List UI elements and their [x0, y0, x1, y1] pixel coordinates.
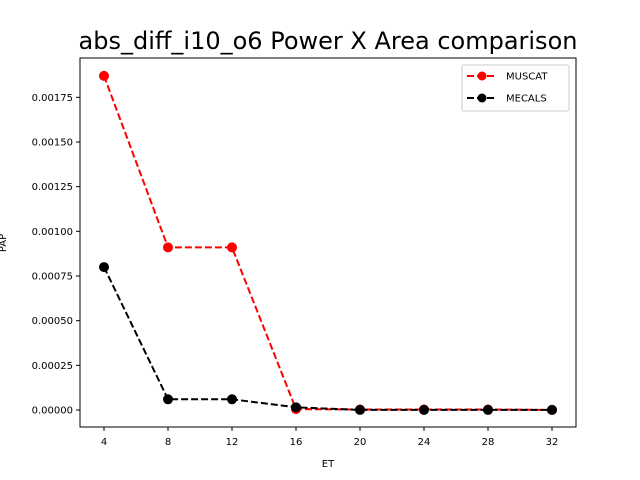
- y-tick-label: 0.00050: [32, 316, 73, 327]
- series-line-muscat: [103, 75, 553, 411]
- data-point-muscat: [163, 242, 173, 253]
- y-tick-label: 0.00175: [32, 93, 73, 104]
- y-axis: 0.00000 0.00025 0.00050 0.00075 0.00100 0.001…: [32, 93, 80, 417]
- y-tick-label: 0.00125: [32, 182, 73, 193]
- x-tick-label: 12: [226, 437, 239, 448]
- series-layer: [99, 70, 557, 415]
- x-tick-label: 32: [546, 437, 559, 448]
- y-tick-label: 0.00000: [32, 406, 73, 417]
- y-tick-label: 0.00075: [32, 272, 73, 283]
- x-tick-label: 24: [418, 437, 431, 448]
- data-point-mecals: [483, 404, 493, 415]
- legend-marker-muscat: [477, 71, 487, 81]
- legend-label-muscat: MUSCAT: [506, 72, 548, 83]
- x-tick-label: 16: [290, 437, 303, 448]
- legend-label-mecals: MECALS: [506, 94, 547, 105]
- x-tick-label: 4: [101, 437, 107, 448]
- chart-title: abs_diff_i10_o6 Power X Area comparison: [79, 27, 578, 55]
- data-point-mecals: [163, 394, 173, 405]
- data-point-mecals: [227, 394, 237, 405]
- legend-marker-mecals: [477, 93, 487, 103]
- data-point-muscat: [99, 70, 109, 81]
- y-tick-label: 0.00025: [32, 361, 73, 372]
- x-tick-label: 8: [165, 437, 171, 448]
- y-axis-label: PAP: [0, 234, 9, 252]
- series-line-mecals: [103, 266, 552, 411]
- data-point-mecals: [99, 262, 109, 273]
- legend: MUSCAT MECALS: [461, 64, 570, 112]
- y-tick-label: 0.00150: [32, 137, 73, 148]
- data-point-muscat: [227, 242, 237, 253]
- x-axis-label: ET: [322, 459, 335, 470]
- data-point-mecals: [355, 404, 365, 415]
- data-point-mecals: [547, 404, 557, 415]
- data-point-mecals: [419, 404, 429, 415]
- y-tick-label: 0.00100: [32, 227, 73, 238]
- x-tick-label: 20: [354, 437, 367, 448]
- x-tick-label: 28: [482, 437, 495, 448]
- data-point-mecals: [291, 402, 301, 413]
- plot-area: [79, 57, 577, 428]
- x-axis: 4 8 12 16 20 24 28 32: [101, 427, 559, 448]
